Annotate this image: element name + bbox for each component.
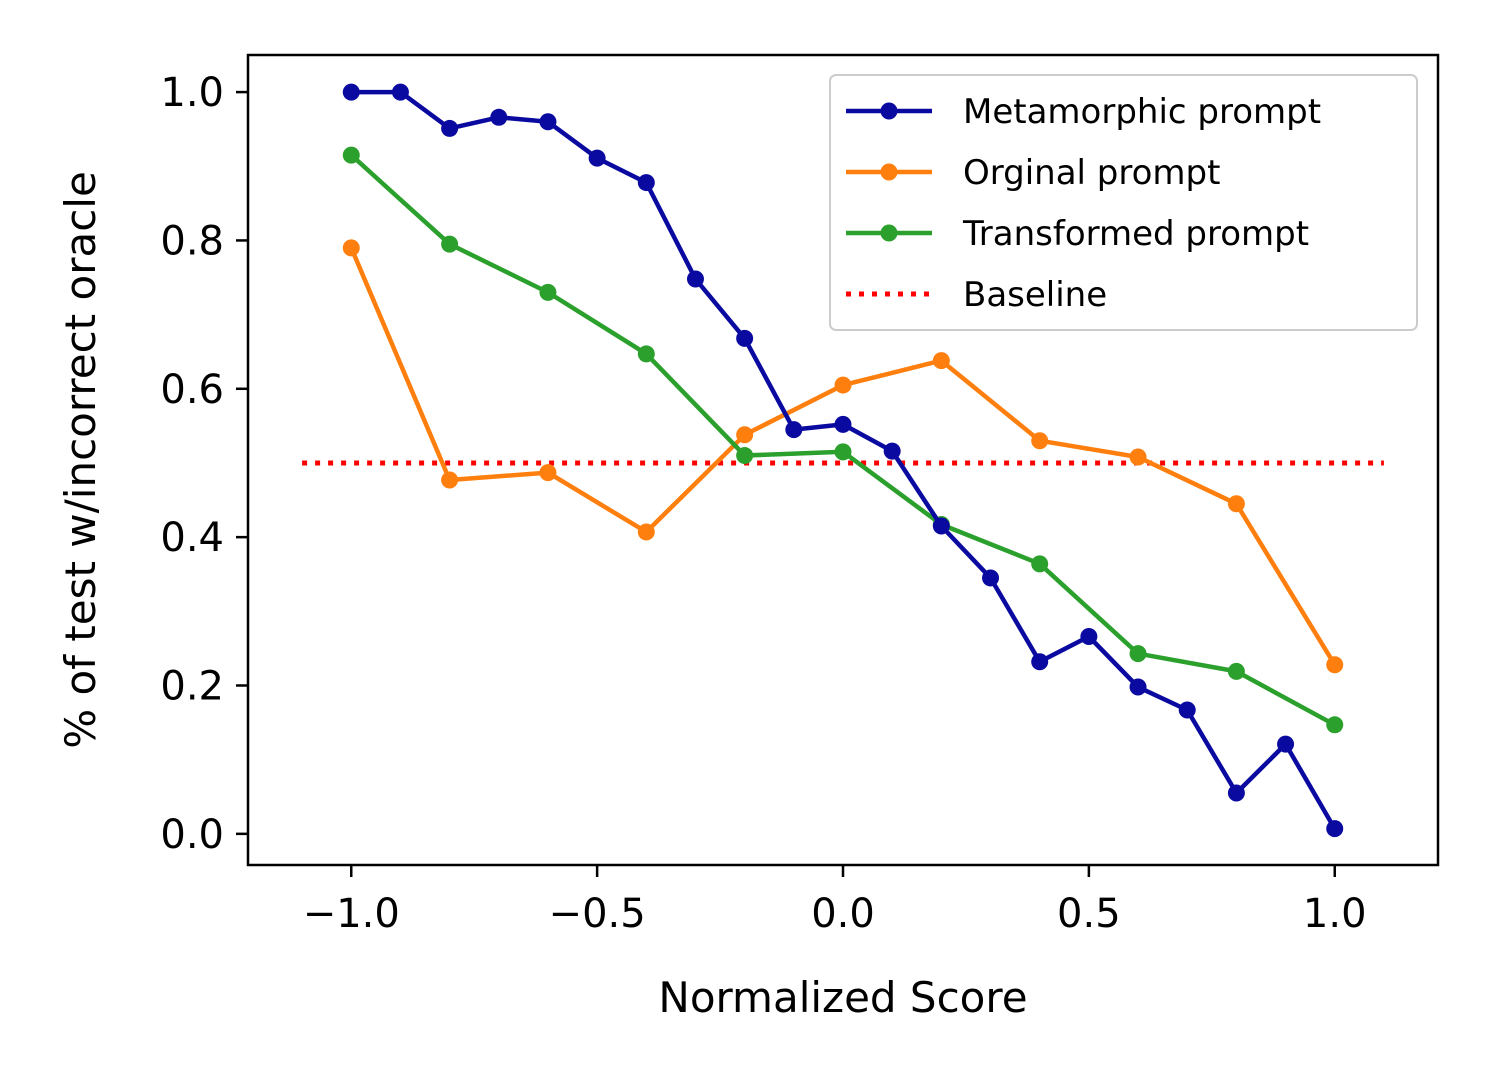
metamorphic-prompt-point bbox=[441, 119, 459, 137]
metamorphic-prompt-point bbox=[736, 329, 754, 347]
orginal-prompt-point bbox=[539, 464, 557, 482]
y-tick-label: 0.4 bbox=[160, 515, 224, 561]
transformed-prompt-point bbox=[637, 345, 655, 363]
metamorphic-prompt-point bbox=[1031, 653, 1049, 671]
orginal-prompt-point bbox=[342, 239, 360, 257]
metamorphic-prompt-point bbox=[982, 569, 1000, 587]
orginal-prompt-point bbox=[1227, 495, 1245, 513]
transformed-prompt-point bbox=[736, 447, 754, 465]
metamorphic-prompt-point bbox=[588, 149, 606, 167]
orginal-prompt-point bbox=[834, 376, 852, 394]
metamorphic-prompt-point bbox=[1227, 784, 1245, 802]
transformed-prompt-point bbox=[1031, 555, 1049, 573]
legend-marker-orginal-prompt bbox=[880, 163, 898, 181]
transformed-prompt-point bbox=[1326, 716, 1344, 734]
metamorphic-prompt-point bbox=[1178, 701, 1196, 719]
metamorphic-prompt-point bbox=[834, 415, 852, 433]
metamorphic-prompt-point bbox=[539, 113, 557, 131]
metamorphic-prompt-point bbox=[391, 83, 409, 101]
series-layer bbox=[302, 83, 1384, 838]
orginal-prompt-point bbox=[637, 523, 655, 541]
y-tick-label: 0.2 bbox=[160, 663, 224, 709]
y-tick-label: 0.8 bbox=[160, 218, 224, 264]
metamorphic-prompt-point bbox=[1277, 735, 1295, 753]
legend-label-orginal-prompt: Orginal prompt bbox=[963, 153, 1220, 193]
x-tick-label: 0.5 bbox=[1057, 891, 1121, 937]
transformed-prompt-point bbox=[834, 443, 852, 461]
legend-label-transformed-prompt: Transformed prompt bbox=[962, 214, 1309, 254]
metamorphic-prompt-point bbox=[637, 174, 655, 192]
orginal-prompt-point bbox=[1031, 432, 1049, 450]
y-tick-label: 0.6 bbox=[160, 367, 224, 413]
y-tick-label: 1.0 bbox=[160, 70, 224, 116]
x-axis-title: Normalized Score bbox=[658, 973, 1027, 1022]
metamorphic-prompt-point bbox=[342, 83, 360, 101]
legend-label-baseline: Baseline bbox=[963, 275, 1107, 315]
metamorphic-prompt-point bbox=[1129, 678, 1147, 696]
transformed-prompt-point bbox=[539, 283, 557, 301]
legend: Metamorphic prompt Orginal prompt Transfor… bbox=[829, 74, 1418, 331]
x-tick-label: 0.0 bbox=[811, 891, 875, 937]
x-tick-label: −1.0 bbox=[303, 891, 400, 937]
x-tick-label: 1.0 bbox=[1303, 891, 1367, 937]
orginal-prompt-point bbox=[736, 426, 754, 444]
y-axis: 0.0 0.2 0.4 0.6 0.8 1.0 bbox=[160, 70, 248, 858]
x-tick-label: −0.5 bbox=[549, 891, 646, 937]
transformed-prompt-point bbox=[441, 235, 459, 253]
orginal-prompt-point bbox=[1129, 448, 1147, 466]
metamorphic-prompt-point bbox=[932, 517, 950, 535]
orginal-prompt-point bbox=[1326, 656, 1344, 674]
legend-marker-metamorphic-prompt bbox=[880, 102, 898, 120]
metamorphic-prompt-point bbox=[785, 421, 803, 439]
legend-marker-transformed-prompt bbox=[880, 224, 898, 242]
metamorphic-prompt-point bbox=[1326, 820, 1344, 838]
orginal-prompt-point bbox=[441, 471, 459, 489]
y-axis-title: % of test w/incorrect oracle bbox=[56, 171, 105, 749]
x-axis: −1.0 −0.5 0.0 0.5 1.0 bbox=[303, 865, 1367, 937]
metamorphic-prompt-point bbox=[490, 108, 508, 126]
legend-box bbox=[829, 74, 1418, 331]
metamorphic-prompt-point bbox=[686, 270, 704, 288]
transformed-prompt-point bbox=[342, 146, 360, 164]
transformed-prompt-point bbox=[1129, 645, 1147, 663]
transformed-prompt-point bbox=[1227, 662, 1245, 680]
y-tick-label: 0.0 bbox=[160, 812, 224, 858]
orginal-prompt-point bbox=[932, 352, 950, 370]
metamorphic-prompt-point bbox=[883, 442, 901, 460]
metamorphic-prompt-point bbox=[1080, 628, 1098, 646]
legend-label-metamorphic-prompt: Metamorphic prompt bbox=[963, 92, 1321, 132]
